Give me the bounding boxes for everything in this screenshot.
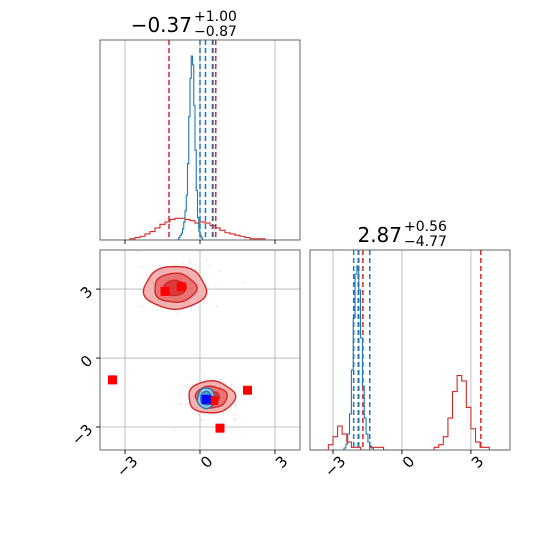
hist1-xtick-label-0: −3 bbox=[321, 452, 349, 480]
joint-scatter-point bbox=[230, 384, 232, 386]
joint-scatter-point bbox=[190, 408, 193, 410]
joint-scatter-point bbox=[183, 385, 185, 388]
joint-scatter-point bbox=[235, 404, 237, 406]
hist1-series-0 bbox=[310, 375, 508, 450]
frame-layer: −3 0 3 −3 0 3 −3 0 3 bbox=[68, 39, 511, 481]
joint-ytick-label-0: −3 bbox=[68, 421, 96, 449]
joint-scatter-point bbox=[218, 270, 221, 272]
joint-ytick-label-2: 3 bbox=[77, 283, 96, 302]
joint-scatter-point bbox=[244, 282, 246, 284]
marker-series-0-3 bbox=[243, 385, 252, 395]
joint-scatter-point bbox=[235, 418, 237, 420]
marker-series-0-4 bbox=[209, 396, 219, 406]
hist1-series-1 bbox=[342, 265, 379, 450]
joint-scatter-point bbox=[189, 261, 192, 264]
joint-ytick-label-1: 0 bbox=[77, 352, 96, 371]
joint-scatter-point bbox=[165, 246, 166, 247]
joint-scatter-point bbox=[201, 419, 203, 421]
frame-hist1 bbox=[309, 249, 511, 451]
title-param-1: 2.87 +0.56−4.77 bbox=[357, 219, 447, 250]
joint-scatter-point bbox=[186, 376, 188, 379]
joint-scatter-point bbox=[203, 413, 205, 416]
joint-scatter-point bbox=[180, 392, 182, 395]
joint-scatter-point bbox=[176, 312, 179, 314]
joint-xtick-label-0: −3 bbox=[113, 452, 141, 480]
hist0-series-1 bbox=[175, 55, 225, 240]
hist0-series-0 bbox=[100, 217, 300, 240]
title-param-0-plus: +1.00 bbox=[194, 9, 237, 25]
title-param-0-median: −0.37 bbox=[131, 13, 192, 37]
marker-series-0-5 bbox=[215, 423, 225, 433]
joint-scatter-point bbox=[203, 373, 205, 376]
marker-series-1-0 bbox=[201, 394, 211, 404]
marker-series-0-0 bbox=[160, 286, 170, 296]
marker-series-0-2 bbox=[108, 375, 117, 385]
joint-scatter-point bbox=[137, 251, 139, 253]
joint-scatter-point bbox=[174, 428, 176, 431]
joint-scatter-point bbox=[185, 265, 188, 268]
joint-scatter-point bbox=[234, 414, 236, 416]
joint-scatter-point bbox=[199, 379, 201, 382]
joint-scatter-point bbox=[155, 265, 157, 267]
joint-scatter-point bbox=[195, 264, 197, 266]
title-param-1-plus: +0.56 bbox=[404, 219, 447, 235]
joint-xtick-label-2: 3 bbox=[272, 452, 291, 471]
joint-scatter-point bbox=[140, 266, 142, 268]
title-param-1-minus: −4.77 bbox=[404, 234, 447, 250]
title-layer: −0.37 +1.00−0.87 2.87 +0.56−4.77 bbox=[131, 9, 447, 250]
joint-scatter-point bbox=[206, 301, 208, 303]
hist1-xtick-label-1: 0 bbox=[399, 452, 418, 471]
joint-scatter-point bbox=[194, 268, 196, 270]
joint-scatter-point bbox=[215, 285, 217, 288]
joint-scatter-point bbox=[159, 307, 162, 309]
joint-xtick-label-1: 0 bbox=[197, 452, 216, 471]
title-param-1-median: 2.87 bbox=[357, 223, 402, 247]
title-param-0-minus: −0.87 bbox=[194, 24, 237, 40]
joint-scatter-point bbox=[204, 299, 206, 301]
joint-scatter-point bbox=[205, 259, 208, 262]
joint-scatter-point bbox=[233, 418, 236, 420]
joint-scatter-point bbox=[198, 414, 200, 416]
title-param-0: −0.37 +1.00−0.87 bbox=[131, 9, 237, 40]
joint-scatter-point bbox=[215, 305, 218, 308]
data-layer bbox=[100, 40, 508, 450]
joint-scatter-point bbox=[189, 259, 191, 261]
joint-scatter-point bbox=[185, 403, 187, 405]
joint-scatter-point bbox=[209, 264, 211, 266]
joint-scatter-point bbox=[140, 305, 142, 308]
joint-scatter-point bbox=[182, 263, 184, 265]
joint-scatter-point bbox=[179, 402, 182, 405]
marker-series-0-1 bbox=[176, 282, 186, 292]
joint-scatter-point bbox=[223, 382, 226, 384]
hist1-xtick-label-2: 3 bbox=[468, 452, 487, 471]
